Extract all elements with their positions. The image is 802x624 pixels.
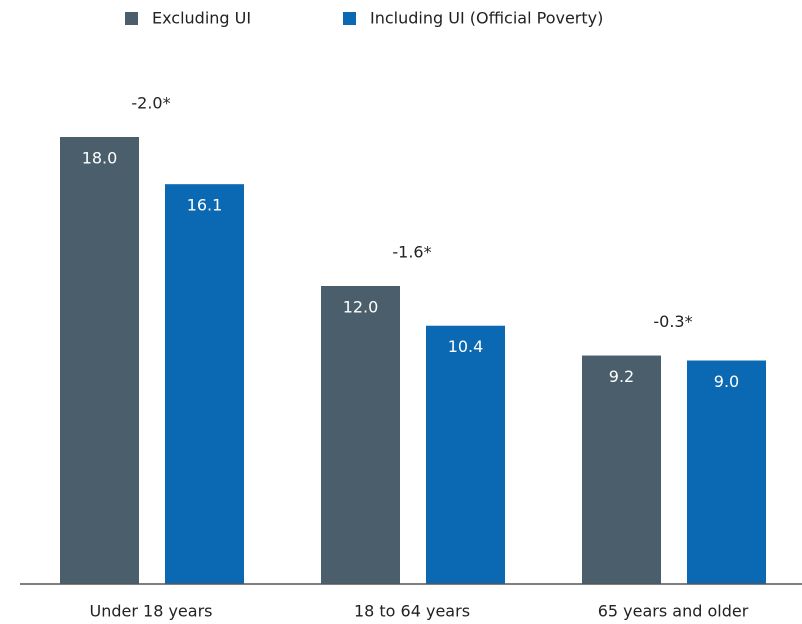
x-tick-label: 18 to 64 years (354, 602, 470, 621)
annotation: -0.3* (653, 312, 692, 331)
value-label: 10.4 (448, 337, 484, 356)
value-label: 9.0 (714, 372, 739, 391)
annotation: -2.0* (131, 94, 170, 113)
bar (321, 286, 400, 584)
legend-swatch (343, 12, 356, 25)
x-tick-label: 65 years and older (598, 602, 749, 621)
x-tick-label: Under 18 years (90, 602, 213, 621)
legend-label: Excluding UI (152, 9, 251, 28)
annotation: -1.6* (392, 243, 431, 262)
bar (60, 137, 139, 584)
value-label: 9.2 (609, 367, 634, 386)
bar (426, 325, 505, 584)
legend-label: Including UI (Official Poverty) (370, 9, 603, 28)
value-label: 18.0 (82, 149, 118, 168)
value-label: 12.0 (343, 298, 379, 317)
legend-swatch (125, 12, 138, 25)
bar (582, 355, 661, 584)
bar (165, 184, 244, 584)
bar (687, 360, 766, 584)
value-label: 16.1 (187, 196, 223, 215)
